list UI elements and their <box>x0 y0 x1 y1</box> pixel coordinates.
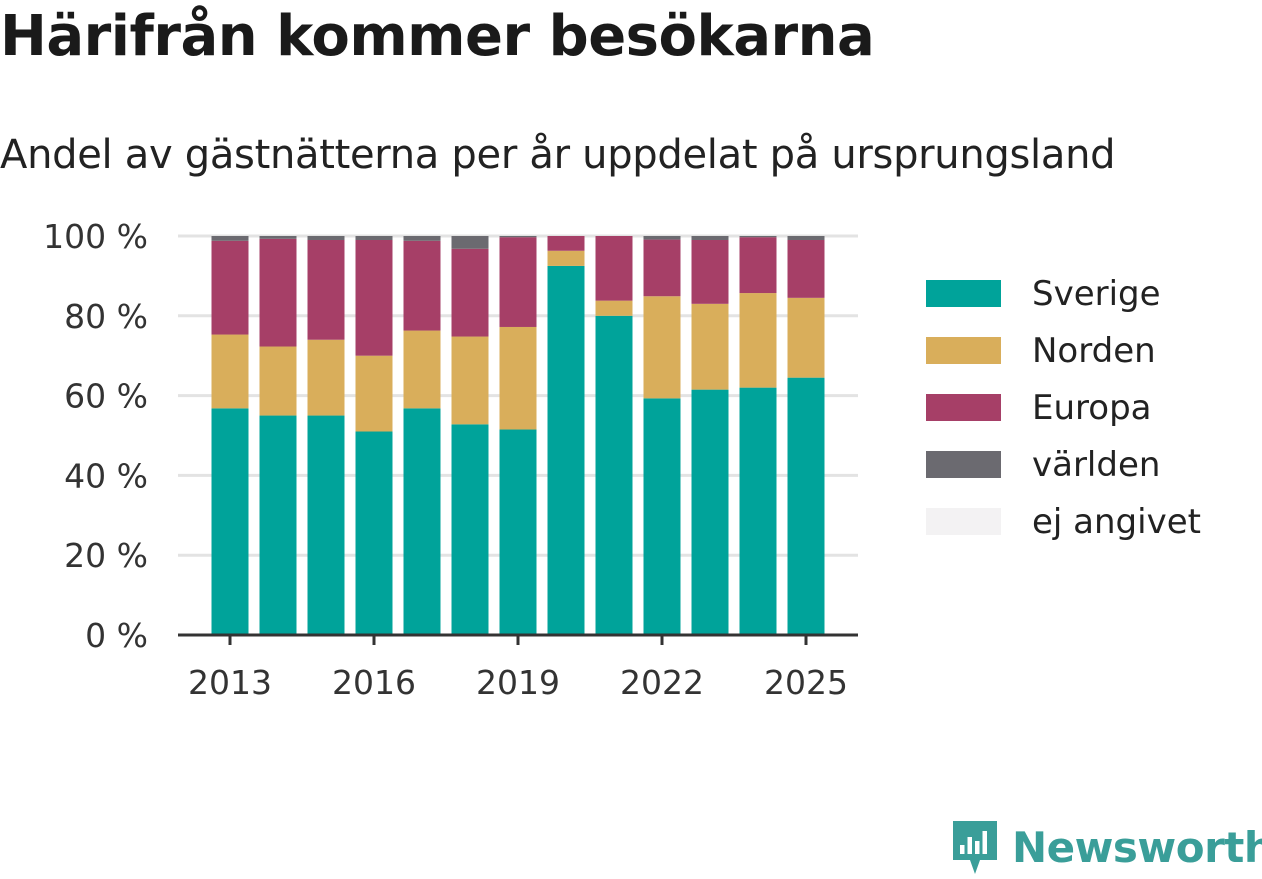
bar-segment <box>211 236 249 241</box>
legend-swatch <box>926 508 1001 535</box>
legend-swatch <box>926 280 1001 307</box>
bar-segment <box>547 236 585 251</box>
y-tick-label: 100 % <box>43 217 148 256</box>
x-tick-label: 2016 <box>332 663 416 702</box>
x-tick-label: 2022 <box>620 663 704 702</box>
y-tick-label: 60 % <box>64 377 148 416</box>
bar-segment <box>499 326 537 430</box>
bar-segment <box>451 248 489 337</box>
bar-segment <box>691 303 729 390</box>
bar-segment <box>547 250 585 266</box>
bar-segment <box>259 236 297 239</box>
legend-label: Norden <box>1032 330 1156 371</box>
bar-segment <box>211 240 249 335</box>
bar-segment <box>403 240 441 331</box>
bar-segment <box>547 265 585 635</box>
chart-title: Härifrån kommer besökarna <box>0 4 875 69</box>
legend-label: ej angivet <box>1032 501 1201 542</box>
bar-segment <box>355 431 393 635</box>
legend-swatch <box>926 451 1001 478</box>
bar-segment <box>643 236 681 240</box>
bar-segment <box>643 239 681 297</box>
bar-segment <box>259 415 297 635</box>
bar-segment <box>403 408 441 635</box>
x-tick-label: 2019 <box>476 663 560 702</box>
y-tick-label: 0 % <box>85 616 148 655</box>
bar-segment <box>451 236 489 249</box>
bar-segment <box>739 236 777 238</box>
y-tick-label: 40 % <box>64 456 148 495</box>
legend-swatch <box>926 337 1001 364</box>
bar-segment <box>259 238 297 347</box>
bar-segment <box>307 239 345 340</box>
legend-item: Norden <box>926 322 1201 379</box>
bar-segment <box>307 415 345 635</box>
chart-subtitle: Andel av gästnätterna per år uppdelat på… <box>0 132 1116 178</box>
bar-segment <box>211 334 249 409</box>
bar-segment <box>499 429 537 635</box>
legend-swatch <box>926 394 1001 421</box>
legend: Sverige Norden Europa världen ej angivet <box>926 265 1201 550</box>
bar-segment <box>739 293 777 388</box>
bar-segment <box>595 315 633 635</box>
bar-segment <box>211 408 249 635</box>
legend-label: Sverige <box>1032 273 1161 314</box>
bar-segment <box>403 236 441 241</box>
bars <box>211 236 825 635</box>
bar-segment <box>739 237 777 294</box>
bar-segment <box>595 236 633 301</box>
bar-segment <box>499 237 537 327</box>
bar-segment <box>691 389 729 635</box>
y-tick-label: 20 % <box>64 536 148 575</box>
bar-segment <box>451 424 489 635</box>
bar-segment <box>787 239 825 298</box>
bar-segment <box>259 346 297 416</box>
bar-segment <box>355 236 393 240</box>
bar-segment <box>307 339 345 416</box>
bar-segment <box>307 236 345 240</box>
bar-segment <box>355 355 393 432</box>
bar-segment <box>499 236 537 238</box>
bar-segment <box>595 300 633 316</box>
bar-segment <box>643 398 681 635</box>
brand-logo: Newsworthy <box>950 818 1262 876</box>
bar-segment <box>403 330 441 409</box>
x-tick-label: 2013 <box>188 663 272 702</box>
bar-segment <box>739 387 777 635</box>
legend-item: Sverige <box>926 265 1201 322</box>
x-tick-label: 2025 <box>764 663 848 702</box>
legend-item: världen <box>926 436 1201 493</box>
bar-segment <box>451 336 489 425</box>
legend-item: ej angivet <box>926 493 1201 550</box>
bar-segment <box>787 377 825 635</box>
axes: 0 % 20 % 40 % 60 % 80 % 100 % 2013 2016 2019 2022… <box>43 217 858 702</box>
bar-segment <box>691 236 729 240</box>
bar-segment <box>787 297 825 378</box>
legend-label: Europa <box>1032 387 1152 428</box>
bar-segment <box>643 296 681 399</box>
legend-item: Europa <box>926 379 1201 436</box>
legend-label: världen <box>1032 444 1161 485</box>
y-tick-label: 80 % <box>64 297 148 336</box>
newsworthy-logo-icon <box>953 821 997 874</box>
brand-name: Newsworthy <box>1012 822 1262 872</box>
bar-segment <box>691 239 729 304</box>
bar-segment <box>787 236 825 240</box>
bar-segment <box>355 239 393 356</box>
